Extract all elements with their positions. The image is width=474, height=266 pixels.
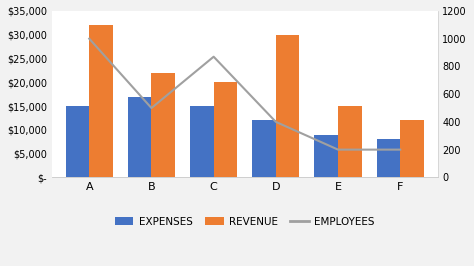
Bar (338, 106, 362, 177)
Bar (377, 139, 400, 177)
Bar (214, 82, 237, 177)
Bar (128, 97, 152, 177)
EMPLOYEES (397, 148, 403, 151)
Bar (65, 106, 89, 177)
EMPLOYEES (86, 37, 92, 40)
EMPLOYEES (273, 120, 279, 123)
Legend: EXPENSES, REVENUE, EMPLOYEES: EXPENSES, REVENUE, EMPLOYEES (110, 213, 379, 231)
Bar (190, 106, 214, 177)
Bar (314, 135, 338, 177)
Bar (252, 120, 276, 177)
EMPLOYEES (149, 106, 155, 110)
EMPLOYEES (335, 148, 341, 151)
Bar (276, 35, 300, 177)
Bar (89, 25, 113, 177)
Bar (400, 120, 424, 177)
Bar (152, 73, 175, 177)
Line: EMPLOYEES: EMPLOYEES (89, 39, 400, 150)
EMPLOYEES (211, 55, 217, 58)
